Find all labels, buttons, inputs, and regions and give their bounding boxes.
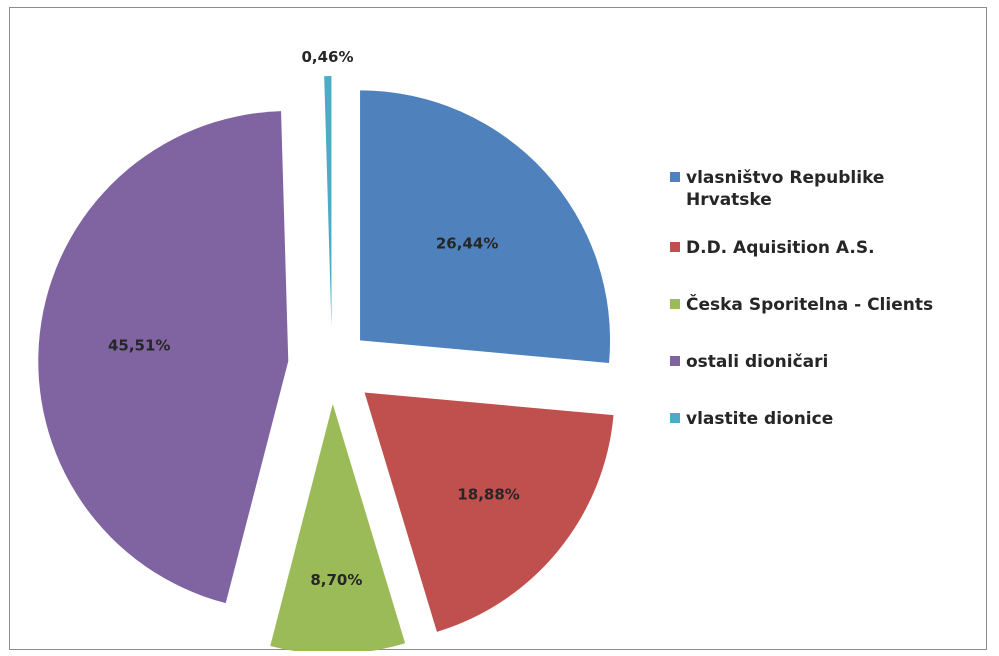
pie-slice-4: [38, 111, 289, 604]
legend: vlasništvo Republike Hrvatske D.D. Aquisit…: [670, 168, 933, 429]
legend-swatch-1: [670, 172, 680, 182]
legend-item-4: ostali dioničari: [670, 352, 828, 372]
legend-label-3: Česka Sporitelna - Clients: [686, 293, 933, 315]
pie-slice-3: [270, 403, 406, 651]
legend-item-5: vlastite dionice: [670, 409, 833, 429]
pie-slice-5: [324, 76, 332, 327]
slice-label-4: 45,51%: [108, 336, 170, 354]
pie-slices: [38, 76, 614, 651]
legend-item-1: vlasništvo Republike Hrvatske: [670, 168, 884, 210]
legend-label-2: D.D. Aquisition A.S.: [686, 238, 875, 258]
slice-label-3: 8,70%: [310, 571, 362, 589]
slice-label-2: 18,88%: [457, 486, 519, 504]
pie-chart: 26,44% 18,88% 8,70% 45,51% 0,46% vlasništvo …: [38, 48, 933, 651]
slice-label-1: 26,44%: [436, 235, 498, 253]
legend-item-3: Česka Sporitelna - Clients: [670, 293, 933, 315]
legend-label-5: vlastite dionice: [686, 409, 833, 429]
pie-slice-2: [364, 392, 614, 632]
legend-label-1: vlasništvo Republike Hrvatske: [686, 168, 884, 210]
legend-label-4: ostali dioničari: [686, 352, 828, 372]
legend-item-2: D.D. Aquisition A.S.: [670, 238, 875, 258]
chart-frame: 26,44% 18,88% 8,70% 45,51% 0,46% vlasništvo …: [9, 7, 987, 651]
pie-slice-1: [360, 90, 611, 364]
legend-swatch-2: [670, 242, 680, 252]
legend-swatch-5: [670, 413, 680, 423]
slice-labels: 26,44% 18,88% 8,70% 45,51% 0,46%: [108, 48, 520, 589]
legend-swatch-4: [670, 356, 680, 366]
slice-label-5: 0,46%: [301, 48, 353, 66]
legend-swatch-3: [670, 299, 680, 309]
